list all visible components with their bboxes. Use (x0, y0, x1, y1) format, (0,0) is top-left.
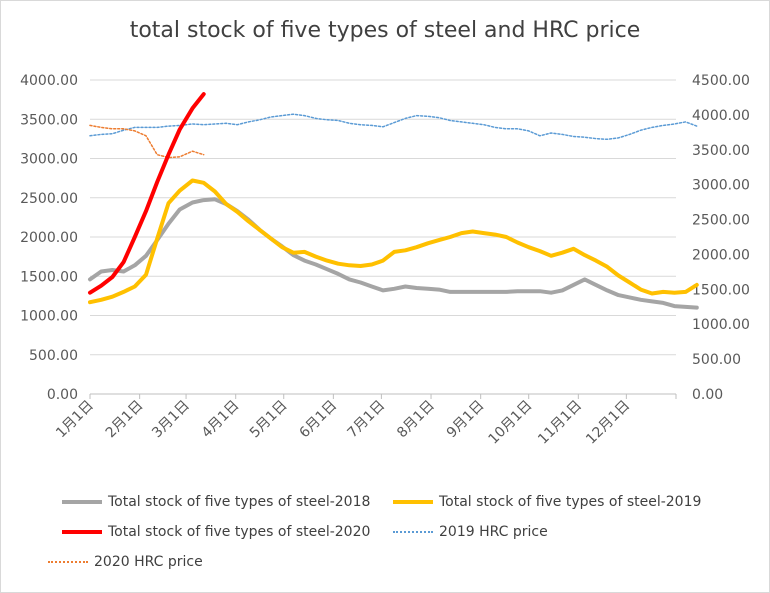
x-tick-label: 8月1日 (394, 398, 438, 442)
x-tick-label: 5月1日 (247, 398, 291, 442)
x-tick-label: 1月1日 (53, 398, 97, 442)
series-line-2019-hrc-price (89, 113, 698, 141)
y-left-tick-label: 0.00 (47, 387, 78, 403)
y-left-tick-label: 1500.00 (20, 269, 78, 285)
y-right-tick-label: 1000.00 (692, 317, 750, 333)
y-right-tick-label: 3000.00 (692, 178, 750, 194)
legend-swatch-2018 (62, 500, 102, 504)
series-line-total-stock-of-five-types-of-steel-2018 (88, 197, 699, 310)
legend-swatch-2019-hrc (393, 531, 433, 533)
series-line-total-stock-of-five-types-of-steel-2019 (88, 178, 699, 305)
y-right-tick-label: 1500.00 (692, 282, 750, 298)
legend-item-2019-hrc: 2019 HRC price (393, 524, 548, 540)
x-tick-label: 2月1日 (103, 398, 147, 442)
legend-swatch-2020-hrc (48, 561, 88, 563)
y-right-tick-label: 500.00 (692, 352, 741, 368)
series-lines (88, 92, 699, 310)
gridlines (90, 79, 676, 395)
y-right-tick-label: 0.00 (692, 387, 723, 403)
y-right-tick-label: 3500.00 (692, 143, 750, 159)
legend-item-2018: Total stock of five types of steel-2018 (62, 494, 370, 510)
x-tick-label: 6月1日 (296, 398, 340, 442)
legend-label-2019: Total stock of five types of steel-2019 (439, 494, 702, 510)
x-tick-label: 7月1日 (345, 398, 389, 442)
chart-title: total stock of five types of steel and H… (129, 18, 641, 43)
legend-label-2020: Total stock of five types of steel-2020 (108, 524, 371, 540)
legend-item-2020-hrc: 2020 HRC price (48, 554, 203, 570)
y-left-tick-label: 1000.00 (20, 309, 78, 325)
legend-item-2019: Total stock of five types of steel-2019 (393, 494, 701, 510)
x-tick-label: 9月1日 (444, 398, 488, 442)
y-left-tick-label: 2000.00 (20, 230, 78, 246)
y-right-tick-label: 2500.00 (692, 213, 750, 229)
y-right-tick-label: 4000.00 (692, 108, 750, 124)
legend-label-2019-hrc: 2019 HRC price (439, 524, 548, 540)
x-tick-label: 4月1日 (199, 398, 243, 442)
y-right-tick-label: 4500.00 (692, 73, 750, 89)
y-left-tick-label: 4000.00 (20, 73, 78, 89)
y-left-tick-label: 500.00 (29, 348, 78, 364)
y-left-tick-label: 3500.00 (20, 112, 78, 128)
y-right-tick-label: 2000.00 (692, 247, 750, 263)
legend-item-2020: Total stock of five types of steel-2020 (62, 524, 370, 540)
x-tick-label: 11月1日 (535, 398, 585, 448)
series-line-total-stock-of-five-types-of-steel-2020 (88, 92, 206, 295)
legend-label-2020-hrc: 2020 HRC price (94, 554, 203, 570)
x-tick-label: 12月1日 (583, 398, 633, 448)
legend-swatch-2019 (393, 500, 433, 504)
series-line-2020-hrc-price (89, 124, 205, 159)
y-left-tick-label: 2500.00 (20, 191, 78, 207)
legend-label-2018: Total stock of five types of steel-2018 (108, 494, 371, 510)
x-tick-label: 10月1日 (486, 398, 536, 448)
y-left-tick-label: 3000.00 (20, 152, 78, 168)
x-tick-label: 3月1日 (149, 398, 193, 442)
legend-swatch-2020 (62, 530, 102, 534)
